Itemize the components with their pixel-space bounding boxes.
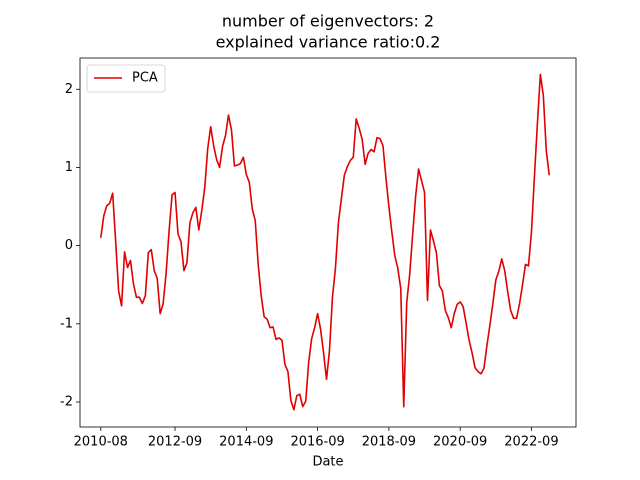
x-tick-label: 2020-09 [433, 435, 487, 450]
x-tick-label: 2022-09 [504, 435, 558, 450]
y-tick-label: -1 [60, 316, 73, 331]
legend-box [86, 64, 166, 93]
chart-title: number of eigenvectors: 2 [222, 12, 434, 31]
y-tick-label: -2 [60, 394, 73, 409]
legend-label: PCA [132, 71, 158, 86]
x-tick-label: 2010-08 [74, 435, 128, 450]
y-tick-label: 1 [65, 160, 73, 175]
y-tick-label: 2 [65, 82, 73, 97]
plot-frame [79, 57, 577, 428]
x-axis-label: Date [312, 455, 343, 470]
data-line [99, 73, 551, 411]
x-tick-label: 2014-09 [219, 435, 273, 450]
x-tick-label: 2012-09 [148, 435, 202, 450]
x-tick-label: 2018-09 [362, 435, 416, 450]
chart-subtitle: explained variance ratio:0.2 [216, 33, 441, 52]
x-tick-label: 2016-09 [290, 435, 344, 450]
y-tick-label: 0 [65, 238, 73, 253]
